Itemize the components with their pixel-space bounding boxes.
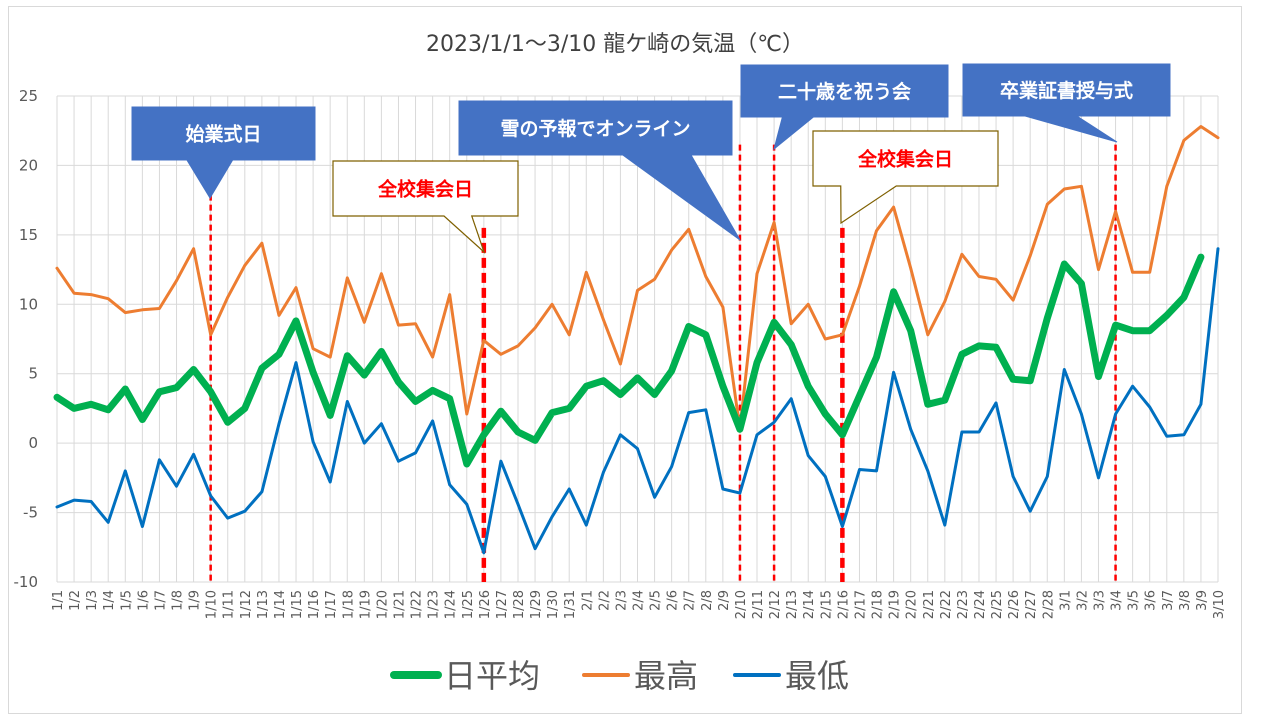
x-tick-label: 1/5 bbox=[119, 590, 134, 611]
x-tick-label: 2/12 bbox=[768, 590, 783, 619]
x-tick-label: 2/21 bbox=[922, 590, 937, 619]
x-tick-label: 2/19 bbox=[888, 590, 903, 619]
x-tick-label: 2/16 bbox=[836, 590, 851, 619]
x-tick-label: 1/28 bbox=[512, 590, 527, 619]
chart-title: 2023/1/1～3/10 龍ケ崎の気温（℃） bbox=[426, 32, 804, 57]
callout-box bbox=[740, 64, 949, 151]
y-tick-label: 5 bbox=[28, 365, 38, 383]
x-tick-label: 3/8 bbox=[1178, 590, 1193, 611]
x-tick-label: 3/7 bbox=[1161, 590, 1176, 611]
x-tick-label: 2/9 bbox=[717, 590, 732, 611]
x-tick-label: 1/15 bbox=[290, 590, 305, 619]
callout-label: 全校集会日 bbox=[377, 178, 473, 201]
x-tick-label: 1/12 bbox=[239, 590, 254, 619]
x-tick-label: 1/3 bbox=[85, 590, 100, 611]
x-tick-label: 1/31 bbox=[563, 590, 578, 619]
x-tick-label: 1/8 bbox=[171, 590, 186, 611]
x-tick-label: 3/6 bbox=[1144, 590, 1159, 611]
x-tick-label: 2/11 bbox=[751, 590, 766, 619]
legend-label: 最高 bbox=[634, 657, 698, 695]
y-tick-label: 15 bbox=[19, 226, 38, 244]
y-tick-label: -10 bbox=[14, 573, 39, 591]
series-line-最高 bbox=[55, 125, 1220, 431]
x-tick-label: 1/7 bbox=[153, 590, 168, 611]
x-tick-label: 2/23 bbox=[956, 590, 971, 619]
y-tick-label: -5 bbox=[23, 504, 38, 522]
x-tick-label: 2/24 bbox=[973, 590, 988, 619]
x-tick-label: 2/5 bbox=[649, 590, 664, 611]
x-tick-label: 2/26 bbox=[1007, 590, 1022, 619]
x-tick-label: 2/1 bbox=[580, 590, 595, 611]
x-tick-label: 1/23 bbox=[427, 590, 442, 619]
x-tick-label: 2/28 bbox=[1041, 590, 1056, 619]
x-tick-label: 2/15 bbox=[819, 590, 834, 619]
x-tick-label: 2/3 bbox=[614, 590, 629, 611]
x-tick-label: 1/22 bbox=[410, 590, 425, 619]
x-tick-label: 3/5 bbox=[1127, 590, 1142, 611]
x-tick-label: 2/6 bbox=[666, 590, 681, 611]
x-tick-label: 1/21 bbox=[392, 590, 407, 619]
x-tick-label: 2/20 bbox=[905, 590, 920, 619]
series-line-日平均 bbox=[53, 253, 1205, 468]
x-tick-label: 2/27 bbox=[1024, 590, 1039, 619]
x-tick-label: 1/1 bbox=[51, 590, 66, 611]
series-line-最低 bbox=[55, 247, 1220, 555]
x-tick-label: 1/30 bbox=[546, 590, 561, 619]
x-tick-label: 1/6 bbox=[136, 590, 151, 611]
x-tick-label: 1/2 bbox=[68, 590, 83, 611]
x-tick-label: 1/4 bbox=[102, 590, 117, 611]
x-tick-label: 1/13 bbox=[256, 590, 271, 619]
x-tick-label: 2/4 bbox=[632, 590, 647, 611]
x-tick-label: 1/26 bbox=[478, 590, 493, 619]
x-tick-label: 1/10 bbox=[205, 590, 220, 619]
x-tick-label: 1/27 bbox=[495, 590, 510, 619]
x-tick-label: 2/17 bbox=[853, 590, 868, 619]
y-tick-label: 0 bbox=[28, 434, 38, 452]
callout-label: 全校集会日 bbox=[857, 148, 953, 171]
x-tick-label: 2/2 bbox=[597, 590, 612, 611]
y-tick-label: 20 bbox=[19, 156, 38, 174]
callout-box bbox=[458, 100, 741, 241]
x-tick-label: 1/20 bbox=[375, 590, 390, 619]
y-tick-label: 25 bbox=[19, 87, 38, 105]
x-tick-label: 1/14 bbox=[273, 590, 288, 619]
callout-box bbox=[131, 106, 316, 199]
x-tick-label: 3/9 bbox=[1195, 590, 1210, 611]
callout-label: 始業式日 bbox=[185, 123, 261, 146]
x-tick-label: 3/10 bbox=[1212, 590, 1227, 619]
x-tick-label: 1/19 bbox=[358, 590, 373, 619]
x-tick-label: 3/4 bbox=[1110, 590, 1125, 611]
x-tick-label: 1/17 bbox=[324, 590, 339, 619]
x-tick-label: 1/29 bbox=[529, 590, 544, 619]
callout-label: 二十歳を祝う会 bbox=[778, 80, 911, 103]
chart-frame bbox=[8, 6, 1242, 714]
x-tick-label: 3/2 bbox=[1075, 590, 1090, 611]
x-tick-label: 1/11 bbox=[222, 590, 237, 619]
x-tick-label: 2/7 bbox=[683, 590, 698, 611]
x-tick-label: 2/25 bbox=[990, 590, 1005, 619]
callout-label: 雪の予報でオンライン bbox=[500, 117, 690, 140]
x-tick-label: 2/10 bbox=[734, 590, 749, 619]
x-tick-label: 2/8 bbox=[700, 590, 715, 611]
legend-label: 最低 bbox=[785, 657, 849, 695]
x-tick-label: 1/16 bbox=[307, 590, 322, 619]
x-tick-label: 1/9 bbox=[188, 590, 203, 611]
x-tick-label: 1/24 bbox=[444, 590, 459, 619]
x-tick-label: 3/3 bbox=[1092, 590, 1107, 611]
x-tick-label: 1/25 bbox=[461, 590, 476, 619]
x-tick-label: 3/1 bbox=[1058, 590, 1073, 611]
x-tick-label: 2/18 bbox=[871, 590, 886, 619]
legend-label: 日平均 bbox=[444, 657, 540, 695]
x-tick-label: 2/13 bbox=[785, 590, 800, 619]
callout-box bbox=[962, 63, 1171, 143]
callout-label: 卒業証書授与式 bbox=[1000, 79, 1133, 102]
y-tick-label: 10 bbox=[19, 295, 38, 313]
callout-box bbox=[332, 160, 519, 254]
x-tick-label: 2/14 bbox=[802, 590, 817, 619]
callout-box bbox=[812, 130, 999, 225]
x-tick-label: 1/18 bbox=[341, 590, 356, 619]
x-tick-label: 2/22 bbox=[939, 590, 954, 619]
